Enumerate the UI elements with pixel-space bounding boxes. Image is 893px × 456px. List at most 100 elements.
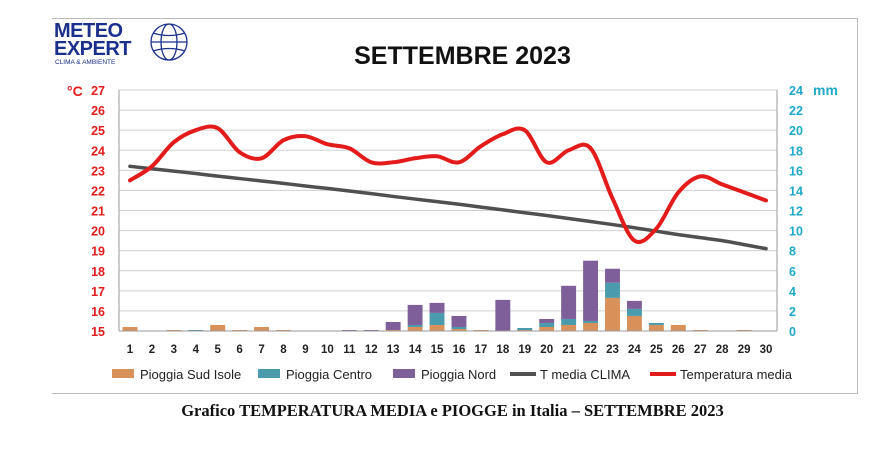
x-tick-label: 18 [496, 344, 509, 356]
legend: Pioggia Sud Isole Pioggia Centro Pioggia N… [112, 367, 793, 382]
rain-bar [429, 302, 445, 313]
rain-bar [254, 326, 270, 331]
rain-bar [583, 260, 599, 321]
rain-bar [626, 315, 642, 331]
legend-swatch [393, 369, 415, 378]
x-tick-label: 3 [171, 344, 177, 356]
left-tick-label: 20 [91, 225, 105, 239]
right-tick-label: 18 [789, 144, 803, 158]
right-tick-label: 2 [789, 305, 796, 319]
x-tick-label: 12 [365, 344, 378, 356]
right-tick-label: 22 [789, 104, 803, 118]
right-tick-label: 20 [789, 124, 803, 138]
logo-text-meteo: METEO [54, 20, 123, 42]
right-tick-label: 6 [789, 265, 796, 279]
left-unit-label: °C [67, 83, 83, 99]
x-tick-label: 29 [738, 344, 751, 356]
x-tick-label: 6 [236, 344, 242, 356]
rain-bar [495, 299, 511, 331]
rain-bar [561, 285, 577, 319]
x-tick-label: 16 [453, 344, 466, 356]
rain-bar [429, 324, 445, 331]
left-tick-label: 24 [91, 144, 105, 158]
right-tick-label: 8 [789, 245, 796, 259]
rain-bar [736, 329, 752, 331]
right-tick-label: 10 [789, 225, 803, 239]
left-tick-label: 21 [91, 205, 105, 219]
right-unit-label: mm [813, 82, 838, 98]
legend-swatch [258, 369, 280, 378]
x-tick-label: 22 [584, 344, 597, 356]
rain-bar [407, 324, 423, 327]
rain-bar [517, 329, 533, 331]
x-tick-label: 20 [540, 344, 553, 356]
x-tick-label: 10 [321, 344, 334, 356]
rain-bar [692, 329, 708, 331]
bars [122, 260, 752, 331]
right-tick-label: 24 [789, 84, 803, 98]
rain-bar [626, 308, 642, 316]
left-tick-label: 23 [91, 164, 105, 178]
rain-bar [341, 329, 357, 331]
x-tick-label: 19 [518, 344, 531, 356]
rain-bar [605, 297, 620, 331]
legend-label: Pioggia Sud Isole [140, 367, 241, 382]
x-tick-label: 28 [716, 344, 729, 356]
right-tick-label: 0 [789, 325, 796, 339]
caption: Grafico TEMPERATURA MEDIA e PIOGGE in It… [181, 401, 724, 420]
rain-bar [605, 268, 620, 283]
x-tick-label: 21 [562, 344, 575, 356]
x-tick-label: 5 [214, 344, 221, 356]
rain-bar [232, 329, 248, 331]
x-tick-label: 17 [475, 344, 488, 356]
rain-bar [473, 329, 489, 331]
rain-bar [539, 322, 555, 327]
globe-icon [150, 23, 188, 61]
x-tick-label: 9 [302, 344, 308, 356]
rain-bar [605, 282, 620, 298]
rain-bar [583, 322, 599, 331]
right-tick-label: 4 [789, 285, 796, 299]
right-tick-label: 12 [789, 205, 803, 219]
x-tick-label: 8 [280, 344, 287, 356]
left-tick-label: 18 [91, 265, 105, 279]
left-tick-label: 17 [91, 285, 105, 299]
x-tick-label: 23 [606, 344, 619, 356]
x-tick-label: 30 [760, 344, 773, 356]
rain-bar [429, 312, 445, 325]
rain-bar [166, 329, 182, 331]
temperature-line [127, 124, 769, 244]
rain-bar [210, 324, 226, 331]
rain-bar [451, 328, 467, 331]
logo-text-expert: EXPERT [54, 38, 131, 60]
x-tick-label: 13 [387, 344, 400, 356]
x-tick-label: 14 [409, 344, 422, 356]
rain-bar [385, 329, 401, 331]
left-tick-label: 27 [91, 84, 105, 98]
rain-bar [407, 326, 423, 331]
left-tick-label: 25 [91, 124, 105, 138]
rain-bar [363, 329, 379, 331]
x-tick-label: 4 [193, 344, 200, 356]
rain-bar [517, 327, 533, 330]
frame-border-right [857, 18, 858, 394]
axes: 1516171819202122232425262702468101214161… [67, 82, 838, 356]
rain-bar [276, 329, 291, 331]
right-tick-label: 14 [789, 184, 803, 198]
rain-bar [451, 326, 467, 329]
frame-border-bottom [52, 393, 858, 394]
left-tick-label: 26 [91, 104, 105, 118]
meteo-expert-logo: METEO EXPERT CLIMA & AMBIENTE [54, 20, 188, 66]
rain-bar [648, 324, 664, 331]
x-tick-label: 7 [258, 344, 264, 356]
x-tick-label: 11 [343, 344, 356, 356]
x-tick-label: 25 [650, 344, 663, 356]
legend-label: Pioggia Nord [421, 367, 496, 382]
x-tick-label: 27 [694, 344, 707, 356]
left-tick-label: 19 [91, 245, 105, 259]
rain-bar [561, 318, 577, 325]
x-tick-label: 1 [127, 344, 134, 356]
frame-border-top [52, 18, 858, 19]
rain-bar [648, 322, 664, 325]
